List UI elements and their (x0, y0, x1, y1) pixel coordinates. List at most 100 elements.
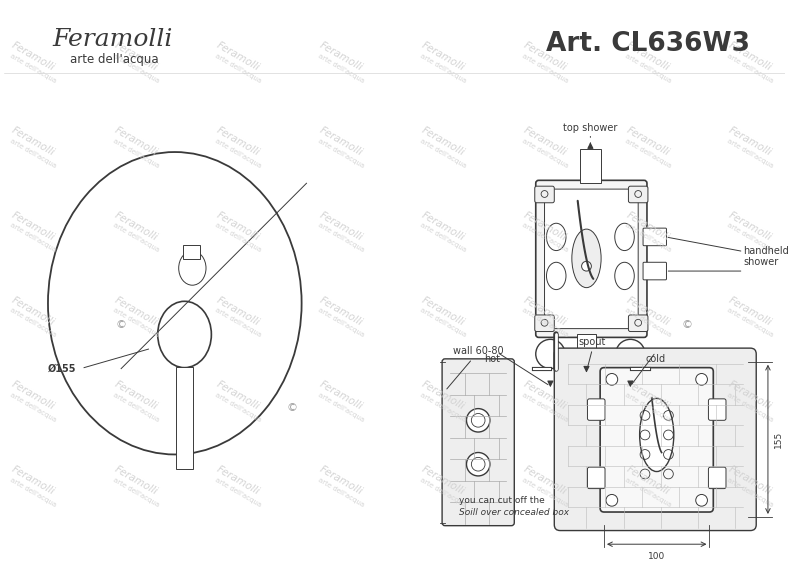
Text: arte dell'acqua: arte dell'acqua (214, 392, 262, 423)
Ellipse shape (614, 262, 634, 289)
Text: Soill over concealed box: Soill over concealed box (458, 508, 569, 517)
Text: arte dell'acqua: arte dell'acqua (214, 138, 262, 169)
Text: arte dell'acqua: arte dell'acqua (112, 52, 160, 84)
FancyBboxPatch shape (629, 315, 648, 332)
Text: Feramolli: Feramolli (727, 464, 774, 497)
Text: arte dell'acqua: arte dell'acqua (112, 392, 160, 423)
FancyBboxPatch shape (545, 189, 638, 329)
Text: arte dell'acqua: arte dell'acqua (624, 392, 672, 423)
FancyBboxPatch shape (534, 315, 554, 332)
FancyBboxPatch shape (534, 186, 554, 203)
Ellipse shape (614, 223, 634, 250)
Text: Feramolli: Feramolli (522, 125, 569, 158)
Text: 155: 155 (774, 431, 782, 448)
Text: Feramolli: Feramolli (625, 40, 671, 73)
Text: Feramolli: Feramolli (420, 380, 466, 412)
Text: arte dell'acqua: arte dell'acqua (726, 307, 774, 338)
Text: Feramolli: Feramolli (10, 40, 57, 73)
Text: Feramolli: Feramolli (522, 295, 569, 328)
Text: arte dell'acqua: arte dell'acqua (214, 307, 262, 338)
Text: arte dell'acqua: arte dell'acqua (317, 222, 365, 253)
Text: arte dell'acqua: arte dell'acqua (419, 222, 467, 253)
Ellipse shape (546, 223, 566, 250)
Text: arte dell'acqua: arte dell'acqua (10, 222, 58, 253)
Text: arte dell'acqua: arte dell'acqua (317, 52, 365, 84)
Circle shape (606, 495, 618, 506)
Text: Feramolli: Feramolli (10, 210, 57, 243)
Text: you can cut off the: you can cut off the (458, 496, 545, 505)
FancyBboxPatch shape (600, 368, 714, 512)
Text: arte dell'acqua: arte dell'acqua (419, 477, 467, 508)
Text: handheld
shower: handheld shower (743, 246, 790, 267)
Text: arte dell'acqua: arte dell'acqua (726, 138, 774, 169)
Text: Feramolli: Feramolli (318, 380, 364, 412)
Text: ©: © (682, 320, 693, 330)
Text: arte dell'acqua: arte dell'acqua (317, 477, 365, 508)
Text: Feramolli: Feramolli (420, 125, 466, 158)
Text: Feramolli: Feramolli (113, 40, 159, 73)
Text: Ø155: Ø155 (48, 364, 77, 373)
Text: arte dell'acqua: arte dell'acqua (10, 52, 58, 84)
Text: Feramolli: Feramolli (625, 464, 671, 497)
Text: arte dell'acqua: arte dell'acqua (624, 138, 672, 169)
Text: Feramolli: Feramolli (215, 125, 262, 158)
Text: Feramolli: Feramolli (522, 210, 569, 243)
Text: Feramolli: Feramolli (215, 380, 262, 412)
Text: arte dell'acqua: arte dell'acqua (522, 222, 570, 253)
Text: top shower: top shower (563, 122, 618, 133)
Text: arte dell'acqua: arte dell'acqua (522, 392, 570, 423)
Text: Feramolli: Feramolli (215, 210, 262, 243)
FancyBboxPatch shape (554, 348, 756, 531)
Ellipse shape (158, 301, 211, 368)
Text: arte dell'acqua: arte dell'acqua (112, 477, 160, 508)
FancyBboxPatch shape (176, 367, 194, 469)
Text: Feramolli: Feramolli (215, 295, 262, 328)
Circle shape (536, 340, 565, 369)
Text: arte dell'acqua: arte dell'acqua (419, 52, 467, 84)
Text: Feramolli: Feramolli (10, 380, 57, 412)
Text: Feramolli: Feramolli (420, 464, 466, 497)
Text: arte dell'acqua: arte dell'acqua (214, 222, 262, 253)
Text: arte dell'acqua: arte dell'acqua (317, 392, 365, 423)
FancyBboxPatch shape (587, 399, 605, 420)
Text: arte dell'acqua: arte dell'acqua (726, 477, 774, 508)
Circle shape (582, 261, 591, 271)
Text: arte dell'acqua: arte dell'acqua (726, 392, 774, 423)
Ellipse shape (178, 251, 206, 285)
Text: Feramolli: Feramolli (727, 295, 774, 328)
Text: arte dell'acqua: arte dell'acqua (317, 307, 365, 338)
Text: arte dell'acqua: arte dell'acqua (522, 52, 570, 84)
Text: Feramolli: Feramolli (727, 40, 774, 73)
Text: Feramolli: Feramolli (113, 380, 159, 412)
Circle shape (696, 495, 707, 506)
Text: Feramolli: Feramolli (113, 464, 159, 497)
Text: arte dell'acqua: arte dell'acqua (112, 222, 160, 253)
Text: Feramolli: Feramolli (10, 464, 57, 497)
FancyBboxPatch shape (442, 359, 514, 526)
Text: Feramolli: Feramolli (318, 125, 364, 158)
Text: Feramolli: Feramolli (420, 40, 466, 73)
FancyBboxPatch shape (587, 467, 605, 488)
Text: Feramolli: Feramolli (215, 40, 262, 73)
Text: ©: © (116, 320, 126, 330)
Text: arte dell'acqua: arte dell'acqua (317, 138, 365, 169)
Circle shape (466, 452, 490, 476)
Text: Feramolli: Feramolli (522, 40, 569, 73)
Text: Feramolli: Feramolli (113, 295, 159, 328)
Text: Feramolli: Feramolli (625, 380, 671, 412)
Text: arte dell'acqua: arte dell'acqua (214, 477, 262, 508)
Text: hot: hot (484, 354, 500, 364)
Text: arte dell'acqua: arte dell'acqua (624, 52, 672, 84)
Text: Feramolli: Feramolli (318, 295, 364, 328)
Circle shape (696, 373, 707, 385)
Ellipse shape (546, 262, 566, 289)
Text: arte dell'acqua: arte dell'acqua (10, 307, 58, 338)
FancyBboxPatch shape (182, 245, 200, 259)
Text: arte dell'acqua: arte dell'acqua (112, 138, 160, 169)
Text: ©: © (286, 403, 298, 413)
Text: 100: 100 (648, 552, 666, 561)
Text: Feramolli: Feramolli (727, 210, 774, 243)
Text: arte dell'acqua: arte dell'acqua (522, 307, 570, 338)
Ellipse shape (572, 229, 601, 288)
Text: arte dell'acqua: arte dell'acqua (624, 307, 672, 338)
